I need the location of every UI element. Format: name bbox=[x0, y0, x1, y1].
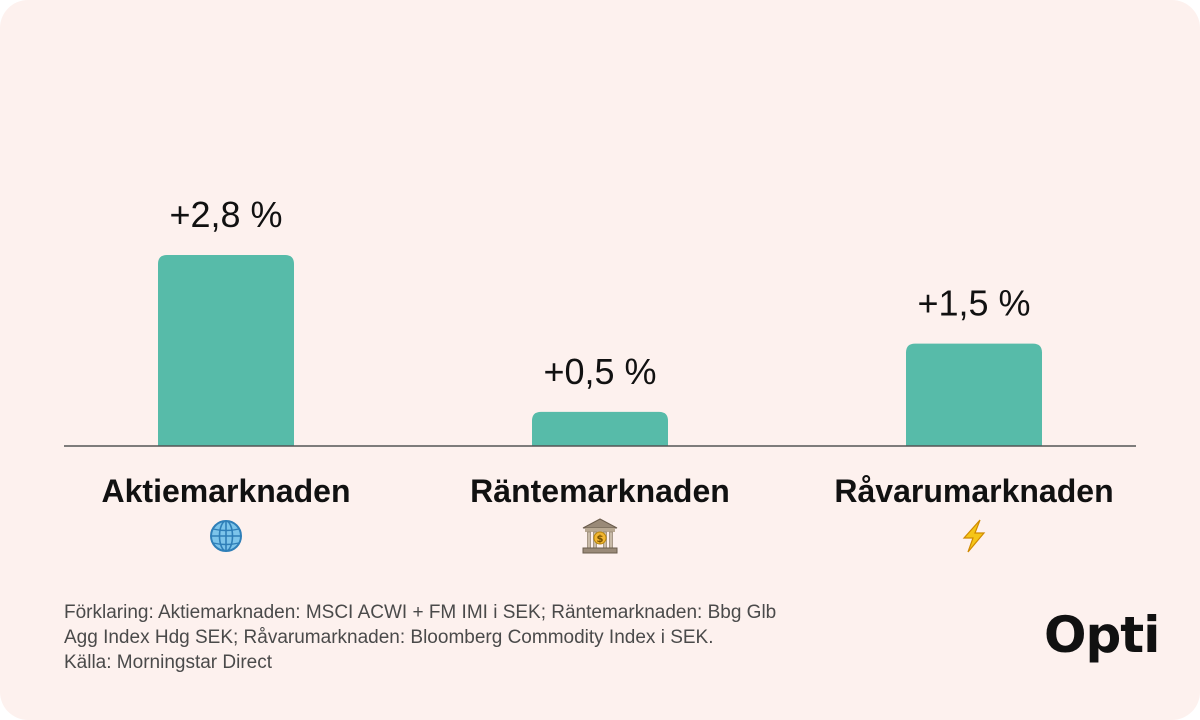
footnote-source: Källa: Morningstar Direct bbox=[64, 652, 273, 673]
category-label: Räntemarknaden bbox=[470, 473, 730, 509]
bar-aktiemarknaden bbox=[158, 255, 294, 446]
value-label: +1,5 % bbox=[917, 283, 1030, 324]
footnote: Förklaring: Aktiemarknaden: MSCI ACWI + … bbox=[64, 600, 924, 675]
footnote-line-2: Agg Index Hdg SEK; Råvarumarknaden: Bloo… bbox=[64, 627, 714, 648]
footnote-line-1: Förklaring: Aktiemarknaden: MSCI ACWI + … bbox=[64, 602, 777, 623]
bank-icon: $ bbox=[582, 518, 618, 554]
svg-text:$: $ bbox=[597, 534, 604, 545]
bar-räntemarknaden bbox=[532, 411, 668, 446]
value-label: +0,5 % bbox=[543, 351, 656, 392]
globe-icon bbox=[210, 520, 242, 552]
category-label: Råvarumarknaden bbox=[834, 473, 1113, 509]
value-label: +2,8 % bbox=[169, 194, 282, 235]
bar-råvarumarknaden bbox=[906, 343, 1042, 446]
bars-layer: +2,8 % Aktiemarknaden +0,5 % Räntemarknaden… bbox=[102, 194, 1114, 554]
bar-chart: +2,8 % Aktiemarknaden +0,5 % Räntemarknaden… bbox=[64, 194, 1136, 554]
lightning-icon bbox=[962, 519, 986, 553]
category-label: Aktiemarknaden bbox=[102, 473, 351, 509]
opti-logo: Opti bbox=[1044, 606, 1160, 664]
